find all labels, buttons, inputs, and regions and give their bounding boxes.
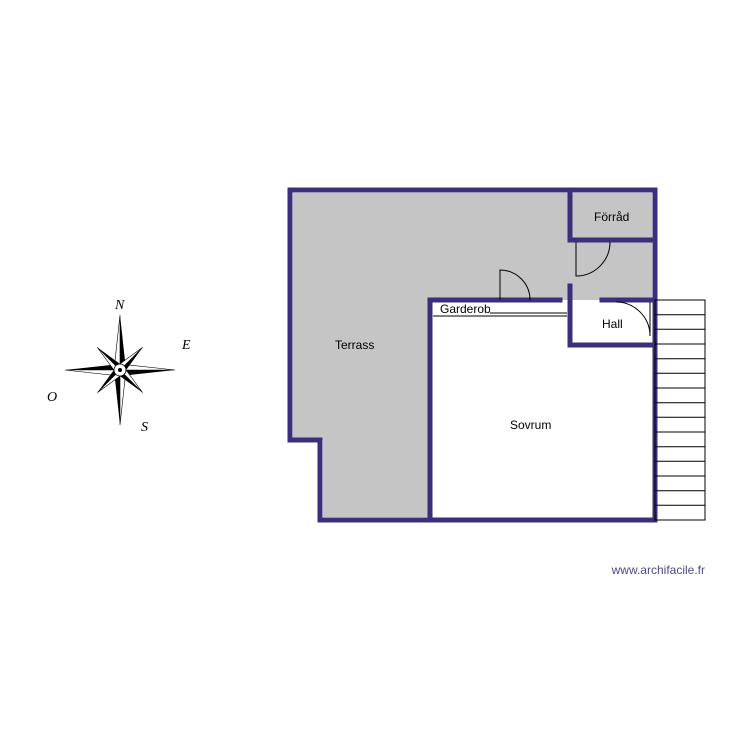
label-hall: Hall bbox=[602, 317, 623, 331]
compass-o: O bbox=[47, 390, 57, 406]
compass-rose-icon bbox=[65, 315, 175, 425]
label-terrass: Terrass bbox=[335, 338, 374, 352]
compass-e: E bbox=[182, 338, 191, 354]
footer-link[interactable]: www.archifacile.fr bbox=[612, 563, 705, 577]
floorplan-svg bbox=[0, 0, 750, 750]
label-forrad: Förråd bbox=[594, 210, 629, 224]
label-sovrum: Sovrum bbox=[510, 418, 551, 432]
floorplan-canvas: Terrass Garderob Sovrum Hall Förråd N E … bbox=[0, 0, 750, 750]
compass-n: N bbox=[115, 298, 124, 314]
label-garderob: Garderob bbox=[440, 302, 491, 316]
compass-s: S bbox=[141, 420, 148, 436]
